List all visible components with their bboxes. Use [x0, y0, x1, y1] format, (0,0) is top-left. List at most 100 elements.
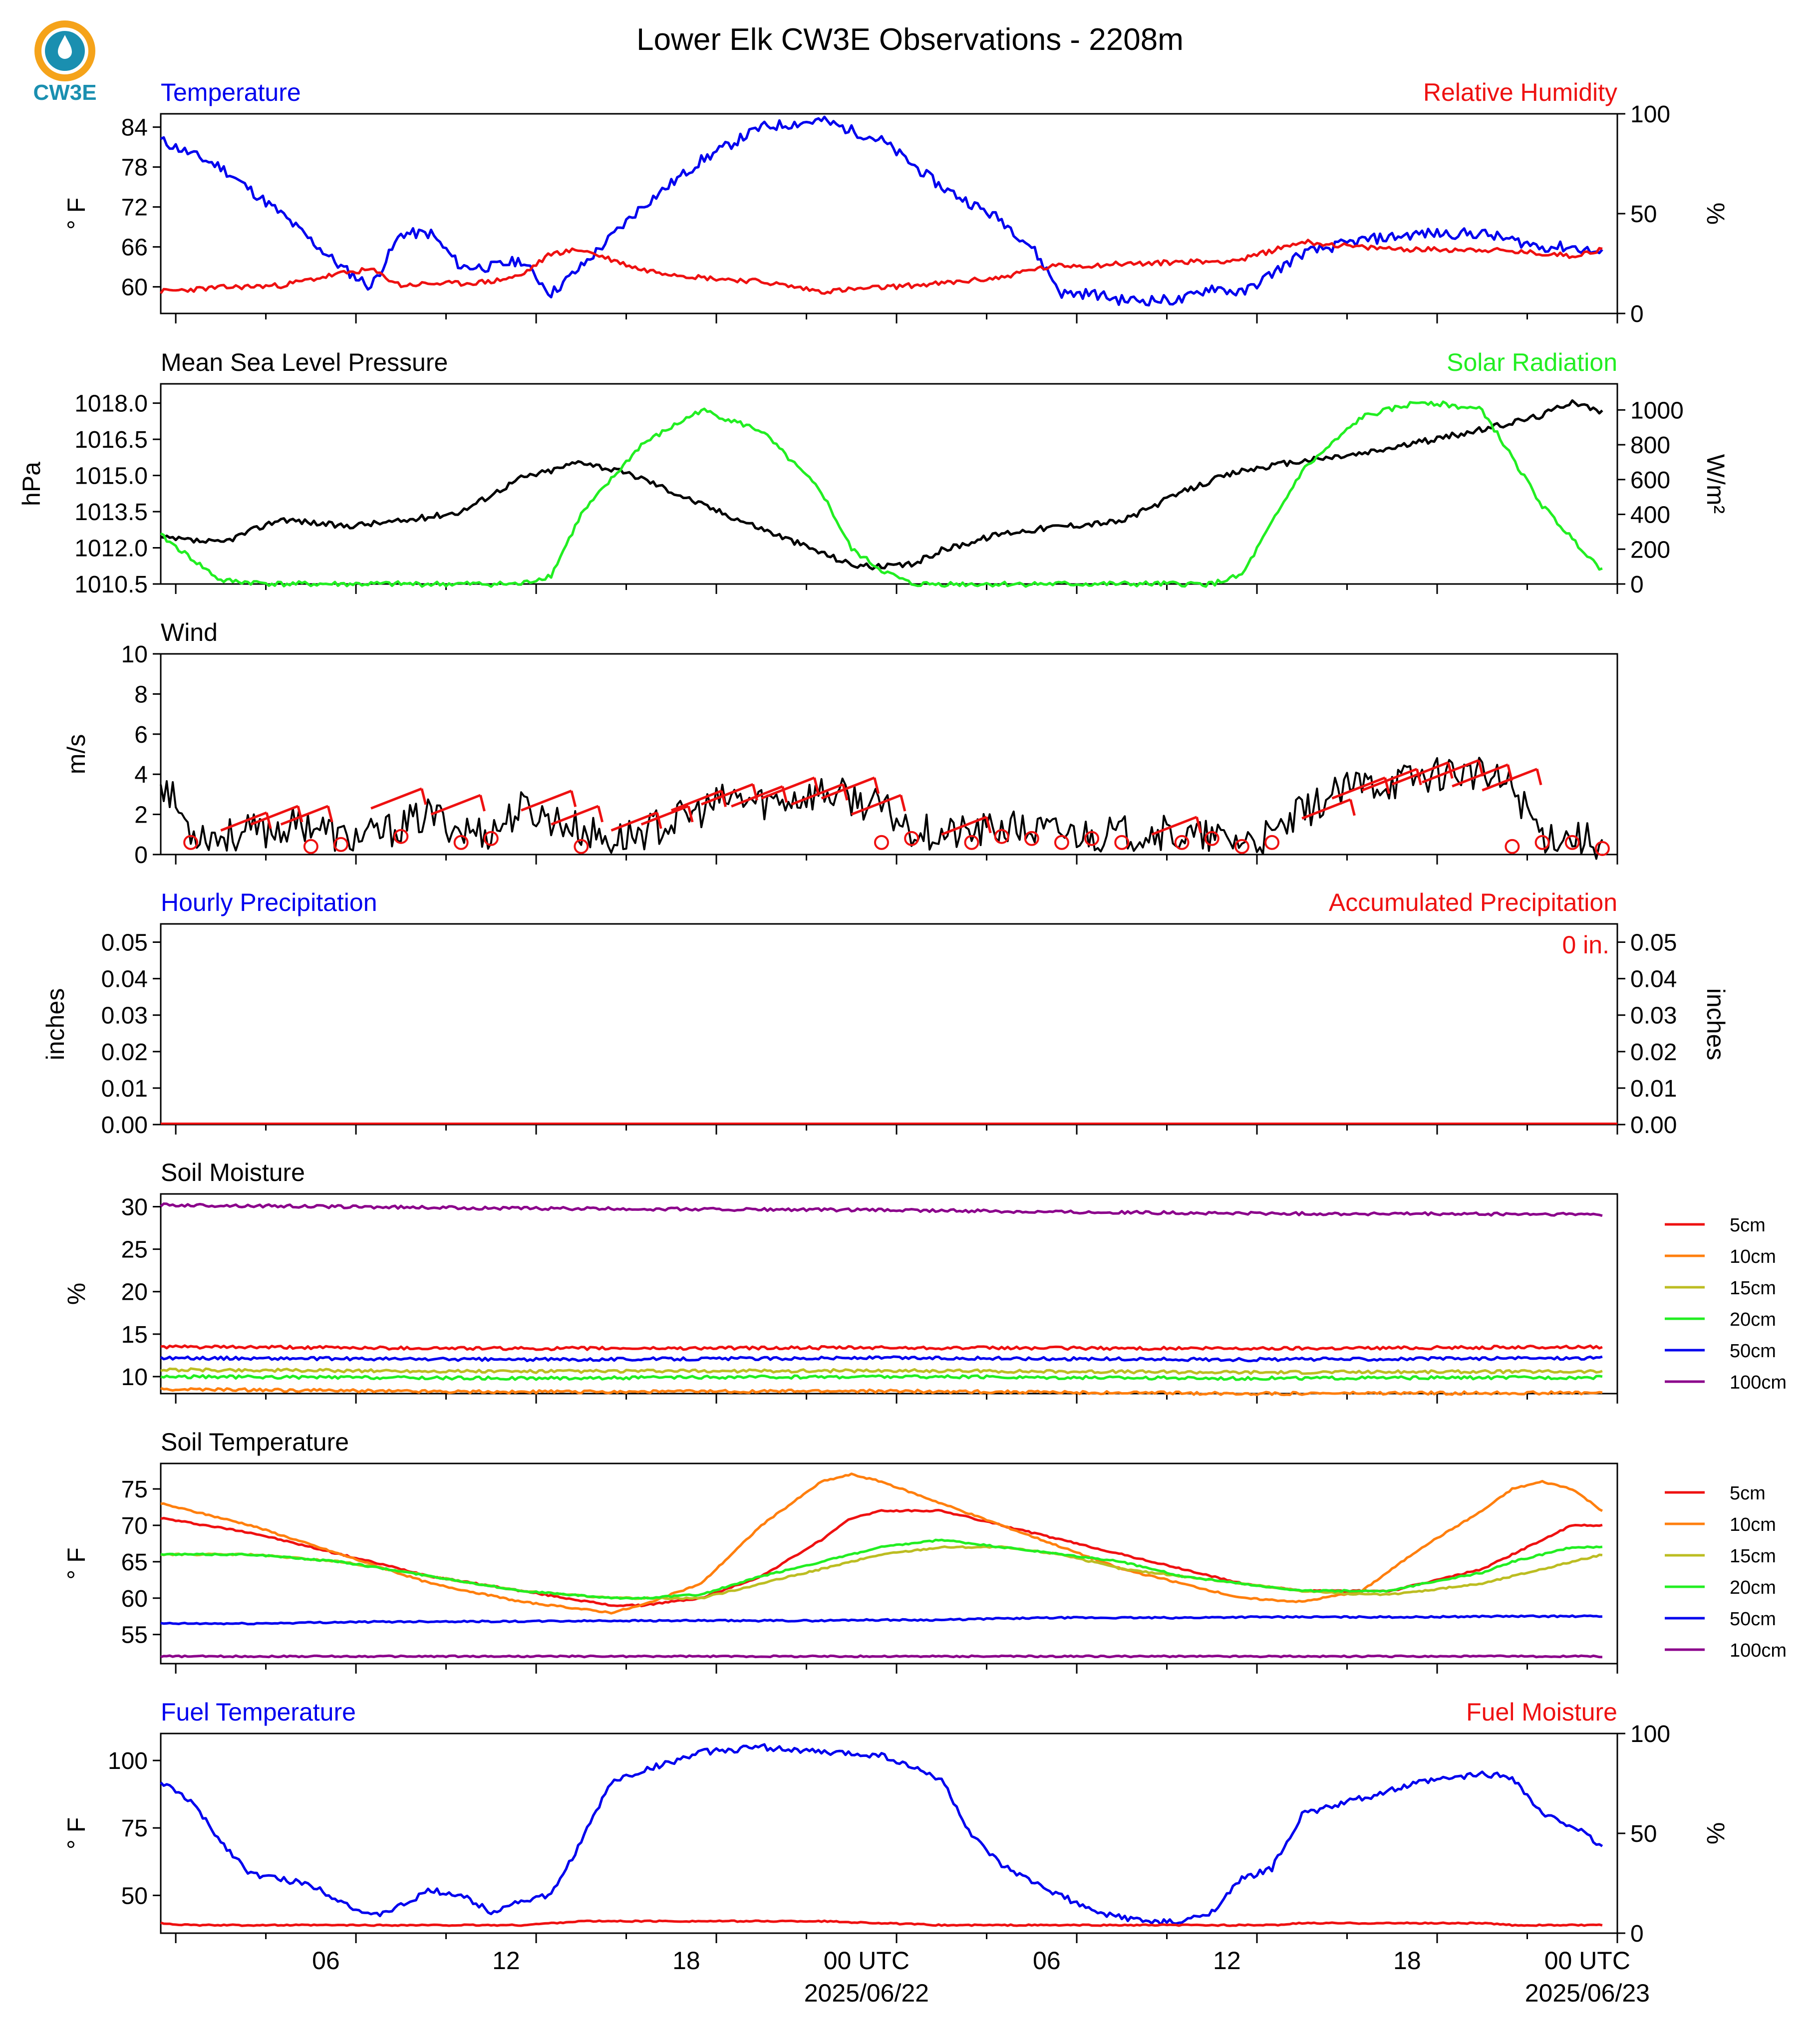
plot-frame: [160, 1193, 1618, 1395]
y2-tick-label: 0.00: [1630, 1112, 1677, 1139]
y-tick-label: 15: [121, 1322, 148, 1348]
panel-precip: Hourly Precipitation Accumulated Precipit…: [41, 888, 1730, 1139]
wind-barb-calm: [183, 835, 199, 850]
y-axis-label: ° F: [62, 198, 90, 230]
chart-title: Lower Elk CW3E Observations - 2208m: [636, 22, 1184, 57]
y-tick-label: 60: [121, 275, 148, 301]
legend-label: 15cm: [1730, 1278, 1776, 1299]
y2-tick-label: 800: [1630, 432, 1670, 459]
x-tick-label: 06: [312, 1947, 340, 1975]
y-tick-label: 1013.5: [74, 499, 148, 526]
left-title: Soil Temperature: [161, 1428, 349, 1456]
y-axis-label: ° F: [62, 1817, 90, 1849]
x-tick-label: 00 UTC: [1544, 1947, 1630, 1975]
x-tick-label: 18: [672, 1947, 700, 1975]
wind-barb-calm: [303, 839, 318, 854]
wind-barb-calm: [453, 835, 469, 850]
wind-barb-flag: [655, 812, 662, 829]
y2-axis-label: W/m²: [1702, 454, 1730, 514]
plot-frame: [160, 653, 1618, 856]
y-tick-label: 75: [121, 1815, 148, 1842]
wind-barb: [1331, 776, 1386, 800]
wind-barb-flag: [900, 795, 907, 812]
soil-moisture-5cm-line: [160, 1344, 1603, 1352]
soil-moisture-10cm-line: [160, 1387, 1603, 1397]
wind-barb-calm: [1204, 831, 1219, 846]
wind-barb-flag: [720, 790, 727, 807]
wind-barb-flag: [479, 795, 486, 812]
wind-barb-flag: [1196, 817, 1202, 834]
wind-barb: [250, 805, 299, 826]
plot-frame: [160, 1462, 1618, 1665]
y-tick-label: 0.02: [101, 1039, 148, 1066]
fuel-temperature-line: [160, 1743, 1603, 1926]
soil-temp-50cm-line: [160, 1614, 1603, 1626]
wind-barb: [851, 794, 902, 816]
y2-tick-label: 0.01: [1630, 1076, 1677, 1102]
y-axis-label: inches: [41, 988, 69, 1061]
logo-text: CW3E: [33, 80, 96, 105]
wind-barb-calm: [964, 835, 979, 850]
y2-tick-label: 0: [1630, 572, 1644, 598]
y2-axis-label: %: [1702, 203, 1730, 225]
y-tick-label: 10: [121, 641, 148, 668]
y-tick-label: 0.01: [101, 1076, 148, 1102]
y-tick-label: 66: [121, 235, 148, 261]
wind-speed-line: [160, 757, 1603, 860]
plot-frame: [160, 1733, 1618, 1934]
wind-barb: [521, 790, 572, 812]
wind-barb-flag: [597, 806, 604, 823]
y-tick-label: 50: [121, 1883, 148, 1909]
panel-pressure_solar: Mean Sea Level Pressure Solar Radiation 10…: [17, 348, 1730, 598]
panel-fuel: Fuel Temperature Fuel Moisture 100 75 50 ° F 1…: [62, 1698, 1730, 1947]
left-title: Soil Moisture: [161, 1159, 305, 1186]
y-tick-label: 60: [121, 1586, 148, 1612]
y-tick-label: 78: [121, 155, 148, 181]
wind-barb-flag: [873, 777, 880, 794]
soil-moisture-15cm-line: [160, 1367, 1603, 1375]
wind-barb-flag: [813, 777, 820, 794]
wind-barb-calm: [333, 837, 348, 852]
y2-axis-label: %: [1702, 1822, 1730, 1844]
wind-barb-calm: [393, 829, 409, 844]
wind-barb-flag: [1535, 769, 1542, 786]
logo-ring: [34, 20, 95, 81]
rh-line: [159, 239, 1603, 295]
wind-barb-calm: [1505, 839, 1520, 854]
legend-label: 10cm: [1730, 1246, 1776, 1267]
left-title: Fuel Temperature: [161, 1698, 356, 1726]
wind-barb-calm: [574, 839, 589, 854]
y-tick-label: 20: [121, 1279, 148, 1306]
temperature-line: [160, 115, 1603, 307]
y2-tick-label: 1000: [1630, 397, 1684, 424]
y2-tick-label: 0: [1630, 301, 1644, 327]
solar-line: [160, 400, 1603, 588]
y-tick-label: 0.00: [101, 1112, 148, 1139]
wind-barb-flag: [985, 817, 992, 834]
soil-temp-100cm-line: [160, 1654, 1602, 1659]
left-title: Hourly Precipitation: [161, 888, 377, 916]
plot-frame: [160, 383, 1618, 585]
y-tick-label: 30: [121, 1194, 148, 1221]
panel-soil_temp: Soil Temperature 75 70 65 60 55 ° F 5cm 10cm 15cm…: [62, 1428, 1787, 1674]
wind-barb: [761, 776, 815, 800]
soil-moisture-100cm-line: [160, 1202, 1603, 1217]
y-tick-label: 1016.5: [74, 427, 148, 453]
legend-label: 20cm: [1730, 1577, 1776, 1598]
soil-temp-20cm-line: [160, 1538, 1603, 1600]
right-title: Accumulated Precipitation: [1329, 888, 1617, 916]
soil-moisture-20cm-line: [160, 1374, 1603, 1381]
x-tick-label: 12: [1213, 1947, 1241, 1975]
wind-barb: [430, 794, 481, 816]
y2-axis-label: inches: [1702, 988, 1730, 1061]
soil-moisture-50cm-line: [160, 1355, 1603, 1363]
legend-label: 50cm: [1730, 1609, 1776, 1630]
wind-barb-flag: [1349, 799, 1356, 816]
panel-soil_moisture: Soil Moisture 30 25 20 15 10% 5cm 10cm 15cm 20cm 5…: [62, 1159, 1787, 1404]
y-tick-label: 100: [108, 1748, 148, 1774]
wind-barb: [701, 783, 754, 806]
wind-barb-flag: [326, 806, 333, 823]
y-tick-label: 10: [121, 1364, 148, 1391]
wind-barb-flag: [420, 788, 427, 805]
wind-barb: [941, 816, 987, 836]
